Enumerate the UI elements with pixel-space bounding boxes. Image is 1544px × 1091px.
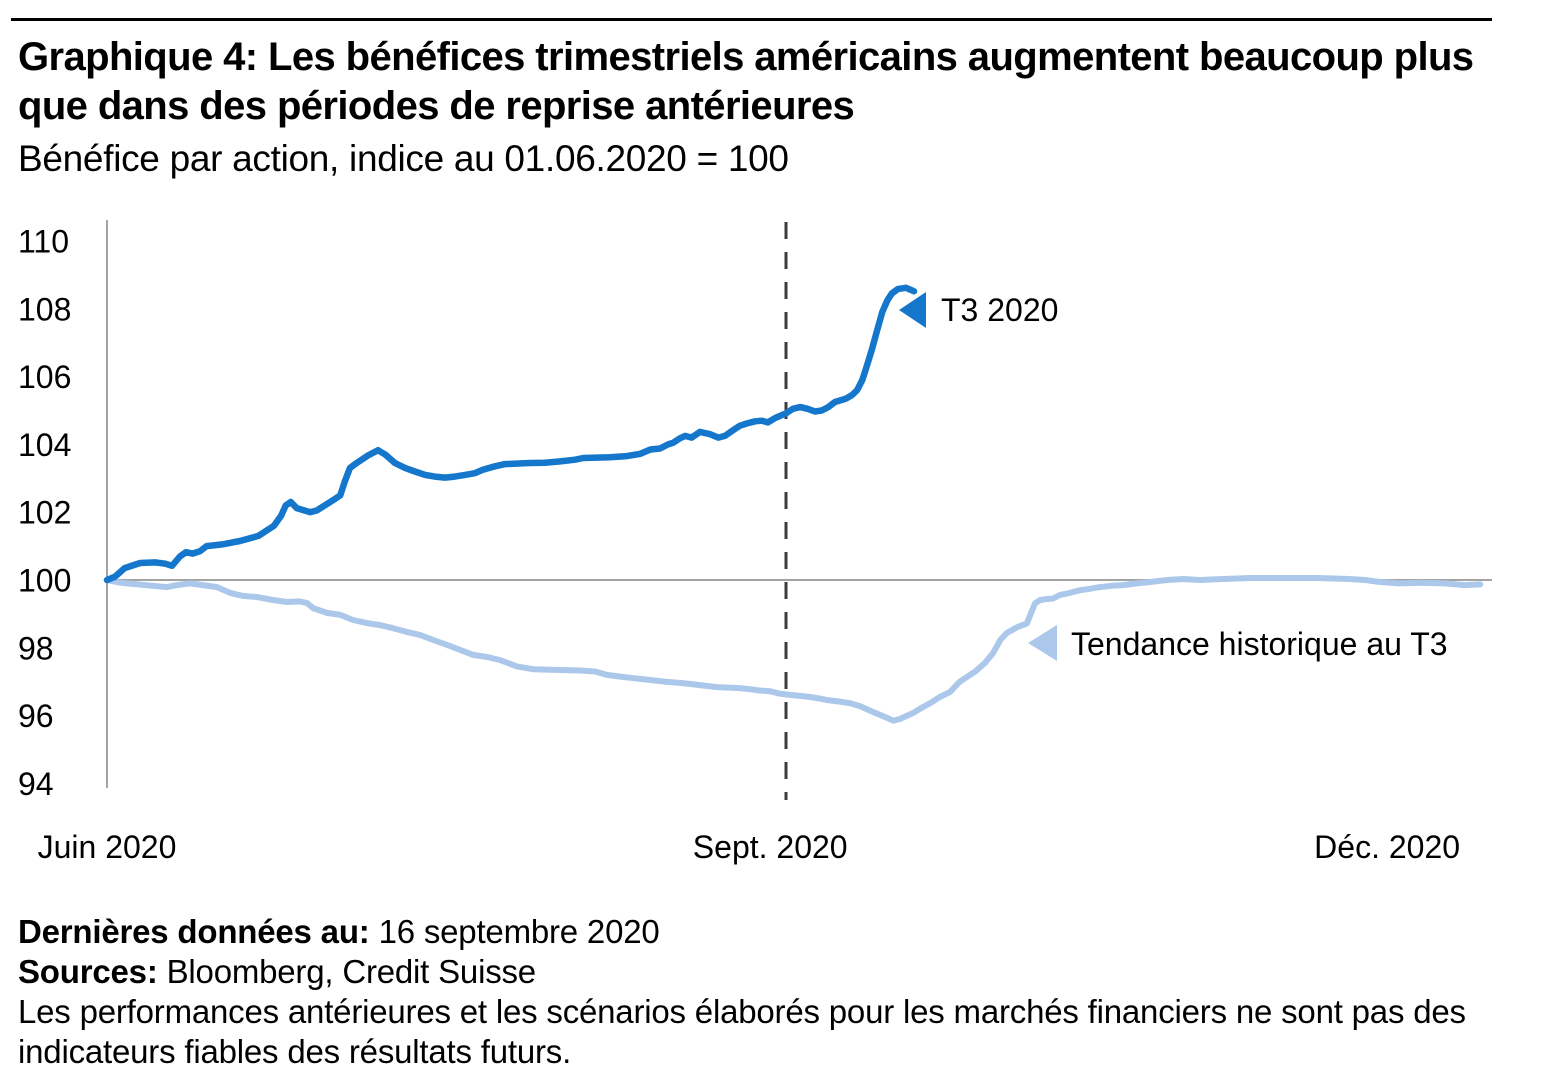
t3-2020-line — [103, 284, 918, 584]
y-tick-label: 96 — [18, 698, 54, 734]
y-tick-label: 104 — [18, 427, 71, 463]
top-rule — [11, 18, 1492, 21]
historical-annotation-label: Tendance historique au T3 — [1071, 626, 1448, 662]
chart-title-line1: Graphique 4: Les bénéfices trimestriels … — [18, 35, 1474, 79]
historical-trend-line — [104, 575, 1484, 724]
y-tick-label: 94 — [18, 766, 54, 802]
sources-label: Sources: — [18, 953, 158, 990]
x-tick-label: Sept. 2020 — [693, 829, 848, 865]
y-tick-label: 100 — [18, 563, 71, 599]
chart-title-line2: que dans des périodes de reprise antérie… — [18, 84, 855, 128]
chart-title: Graphique 4: Les bénéfices trimestriels … — [18, 33, 1474, 131]
t3-annotation-arrow-icon — [899, 292, 926, 328]
last-data-line: Dernières données au: 16 septembre 2020 — [18, 912, 1518, 952]
last-data-label: Dernières données au: — [18, 913, 370, 950]
chart-subtitle: Bénéfice par action, indice au 01.06.202… — [18, 138, 789, 179]
last-data-value: 16 septembre 2020 — [378, 913, 660, 950]
y-tick-label: 102 — [18, 495, 71, 531]
disclaimer-line2: indicateurs fiables des résultats futurs… — [18, 1033, 572, 1070]
disclaimer-line1: Les performances antérieures et les scén… — [18, 993, 1466, 1030]
y-tick-label: 108 — [18, 291, 71, 327]
historical-annotation-arrow-icon — [1028, 625, 1057, 661]
t3-annotation-label: T3 2020 — [941, 292, 1058, 328]
sources-value: Bloomberg, Credit Suisse — [166, 953, 537, 990]
footer-notes: Dernières données au: 16 septembre 2020 … — [18, 912, 1518, 1072]
y-tick-label: 98 — [18, 630, 54, 666]
sources-line: Sources: Bloomberg, Credit Suisse — [18, 952, 1518, 992]
y-tick-label: 106 — [18, 359, 71, 395]
y-tick-label: 110 — [18, 224, 69, 260]
y-axis-tick-labels: 110 108 106 104 102 100 98 96 94 — [18, 224, 71, 802]
x-axis-tick-labels: Juin 2020 Sept. 2020 Déc. 2020 — [38, 829, 1460, 865]
x-tick-label: Juin 2020 — [38, 829, 177, 865]
x-tick-label: Déc. 2020 — [1314, 829, 1460, 865]
